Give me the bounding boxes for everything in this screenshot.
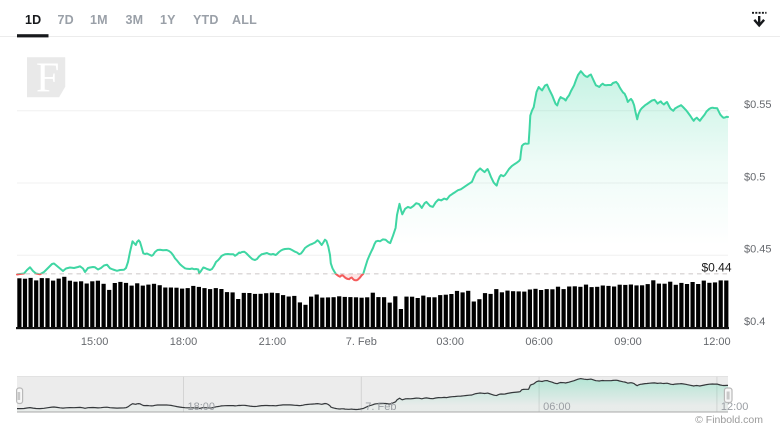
svg-text:12:00: 12:00 (721, 401, 749, 413)
svg-text:$0.45: $0.45 (744, 244, 772, 256)
svg-text:$0.55: $0.55 (744, 99, 772, 111)
svg-text:21:00: 21:00 (259, 336, 287, 348)
svg-text:06:00: 06:00 (543, 401, 571, 413)
svg-text:12:00: 12:00 (703, 336, 731, 348)
svg-text:F: F (36, 56, 59, 102)
svg-text:18:00: 18:00 (170, 336, 198, 348)
svg-text:7. Feb: 7. Feb (365, 401, 396, 413)
svg-text:7. Feb: 7. Feb (346, 336, 377, 348)
svg-text:$0.4: $0.4 (744, 316, 765, 328)
svg-text:03:00: 03:00 (436, 336, 464, 348)
svg-text:© Finbold.com: © Finbold.com (695, 414, 763, 426)
svg-text:06:00: 06:00 (525, 336, 553, 348)
svg-text:09:00: 09:00 (614, 336, 642, 348)
svg-text:$0.5: $0.5 (744, 171, 765, 183)
svg-text:15:00: 15:00 (81, 336, 109, 348)
svg-text:18:00: 18:00 (188, 401, 216, 413)
svg-text:$0.44: $0.44 (701, 260, 731, 274)
